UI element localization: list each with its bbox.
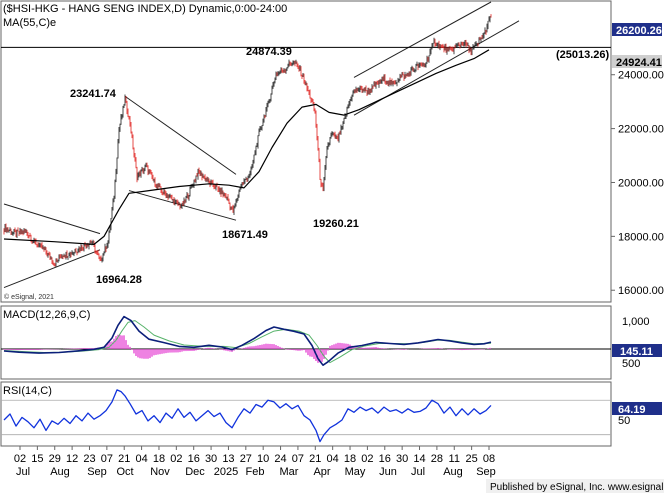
macd-panel xyxy=(0,305,612,380)
x-tick-label: 25 xyxy=(466,453,478,465)
x-tick-label: 24 xyxy=(274,453,286,465)
copyright: © eSignal, 2021 xyxy=(4,293,54,301)
annotation-18671.49: 18671.49 xyxy=(222,229,268,241)
rsi-value-box: 64.19 xyxy=(612,402,662,416)
ma-label: MA(55,C)e xyxy=(3,17,56,29)
x-tick-label: 07 xyxy=(292,453,304,465)
x-tick-label: 14 xyxy=(413,453,425,465)
x-month-label: Mar xyxy=(280,466,299,478)
annotation-16964.28: 16964.28 xyxy=(96,274,142,286)
x-tick-label: 23 xyxy=(83,453,95,465)
rsi-plot xyxy=(1,389,611,443)
chart-title: ($HSI-HKG - HANG SENG INDEX,D) Dynamic,0… xyxy=(3,3,287,15)
x-tick-label: 04 xyxy=(135,453,147,465)
footer-credit: Published by eSignal, Inc. www.esignal.c… xyxy=(490,482,664,493)
x-tick-label: 18 xyxy=(344,453,356,465)
x-month-label: Dec xyxy=(185,466,205,478)
trendline xyxy=(3,203,101,235)
x-tick-label: 02 xyxy=(14,453,26,465)
price-panel xyxy=(0,0,612,303)
x-tick-label: 11 xyxy=(449,453,460,465)
price-tick-label: 18000.00 xyxy=(618,231,664,243)
x-month-label: Oct xyxy=(116,466,133,478)
trendline xyxy=(353,1,492,78)
macd-label: MACD(12,26,9,C) xyxy=(3,309,90,321)
x-month-label: Jul xyxy=(411,466,425,478)
macd-value-box: 145.11 xyxy=(612,344,662,358)
x-month-label: Apr xyxy=(313,466,330,478)
rsi-tick-50: 50 xyxy=(618,415,630,427)
x-tick-label: 18 xyxy=(153,453,165,465)
last-price-label: 26200.26 xyxy=(616,25,662,37)
x-tick-label: 27 xyxy=(240,453,252,465)
x-tick-label: 02 xyxy=(170,453,182,465)
macd-tick-1000: 1,000 xyxy=(622,316,650,328)
price-tick-label: 20000.00 xyxy=(618,177,664,189)
x-tick-label: 16 xyxy=(188,453,200,465)
annotation-24874.39: 24874.39 xyxy=(246,46,292,58)
x-month-label: Sep xyxy=(476,466,496,478)
x-tick-label: 21 xyxy=(118,453,130,465)
x-tick-label: 30 xyxy=(396,453,408,465)
price-annotations: 23241.74 24874.39 16964.28 18671.49 19260.21 xyxy=(70,46,359,286)
macd-value-label: 145.11 xyxy=(620,346,653,358)
macd-plot xyxy=(1,315,611,367)
x-tick-label: 16 xyxy=(379,453,391,465)
x-month-label: Nov xyxy=(150,466,170,478)
level-label: (25013.26) xyxy=(556,49,610,61)
price-tick-label: 16000.00 xyxy=(618,285,664,297)
ma-line xyxy=(3,49,490,245)
price-y-axis: 16000.00 18000.00 20000.00 22000.00 24000.00 xyxy=(611,70,664,297)
macd-tick-500: 500 xyxy=(622,358,640,370)
rsi-label: RSI(14,C) xyxy=(3,385,52,397)
x-month-label: Aug xyxy=(443,466,463,478)
trendline xyxy=(124,95,237,175)
x-tick-label: 08 xyxy=(483,453,495,465)
x-tick-label: 12 xyxy=(66,453,78,465)
candles xyxy=(3,14,492,267)
rsi-value-label: 64.19 xyxy=(618,404,646,416)
moving-average xyxy=(3,49,490,245)
x-month-label: Jul xyxy=(16,466,30,478)
trendline xyxy=(3,249,101,288)
x-tick-label: 28 xyxy=(431,453,443,465)
last-price-box: 26200.26 xyxy=(612,23,662,37)
x-tick-label: 30 xyxy=(205,453,217,465)
trendline xyxy=(128,190,237,221)
x-tick-label: 02 xyxy=(361,453,373,465)
ma-value-label: 24924.41 xyxy=(616,57,662,69)
x-month-label: Aug xyxy=(50,466,70,478)
x-tick-label: 07 xyxy=(101,453,113,465)
x-tick-label: 29 xyxy=(49,453,61,465)
x-month-label: May xyxy=(345,466,366,478)
x-tick-label: 13 xyxy=(222,453,234,465)
macd-line xyxy=(3,315,492,367)
x-tick-label: 21 xyxy=(309,453,321,465)
annotation-19260.21: 19260.21 xyxy=(313,218,359,230)
x-month-label: Feb xyxy=(246,466,265,478)
x-month-label: Jun xyxy=(379,466,397,478)
ma-value-box: 24924.41 xyxy=(612,55,662,69)
time-axis: 02 15 29 12 23 07 21 04 18 02 16 30 13 27 10 24 07 21 04 18… xyxy=(14,446,496,478)
annotation-23241.74: 23241.74 xyxy=(70,88,117,100)
x-month-label: 2025 xyxy=(214,466,238,478)
price-tick-label: 24000.00 xyxy=(618,70,664,82)
price-tick-label: 22000.00 xyxy=(618,124,664,136)
rsi-line xyxy=(3,389,492,443)
x-month-label: Sep xyxy=(87,466,107,478)
x-tick-label: 10 xyxy=(257,453,269,465)
x-tick-label: 04 xyxy=(327,453,339,465)
x-tick-label: 15 xyxy=(31,453,43,465)
